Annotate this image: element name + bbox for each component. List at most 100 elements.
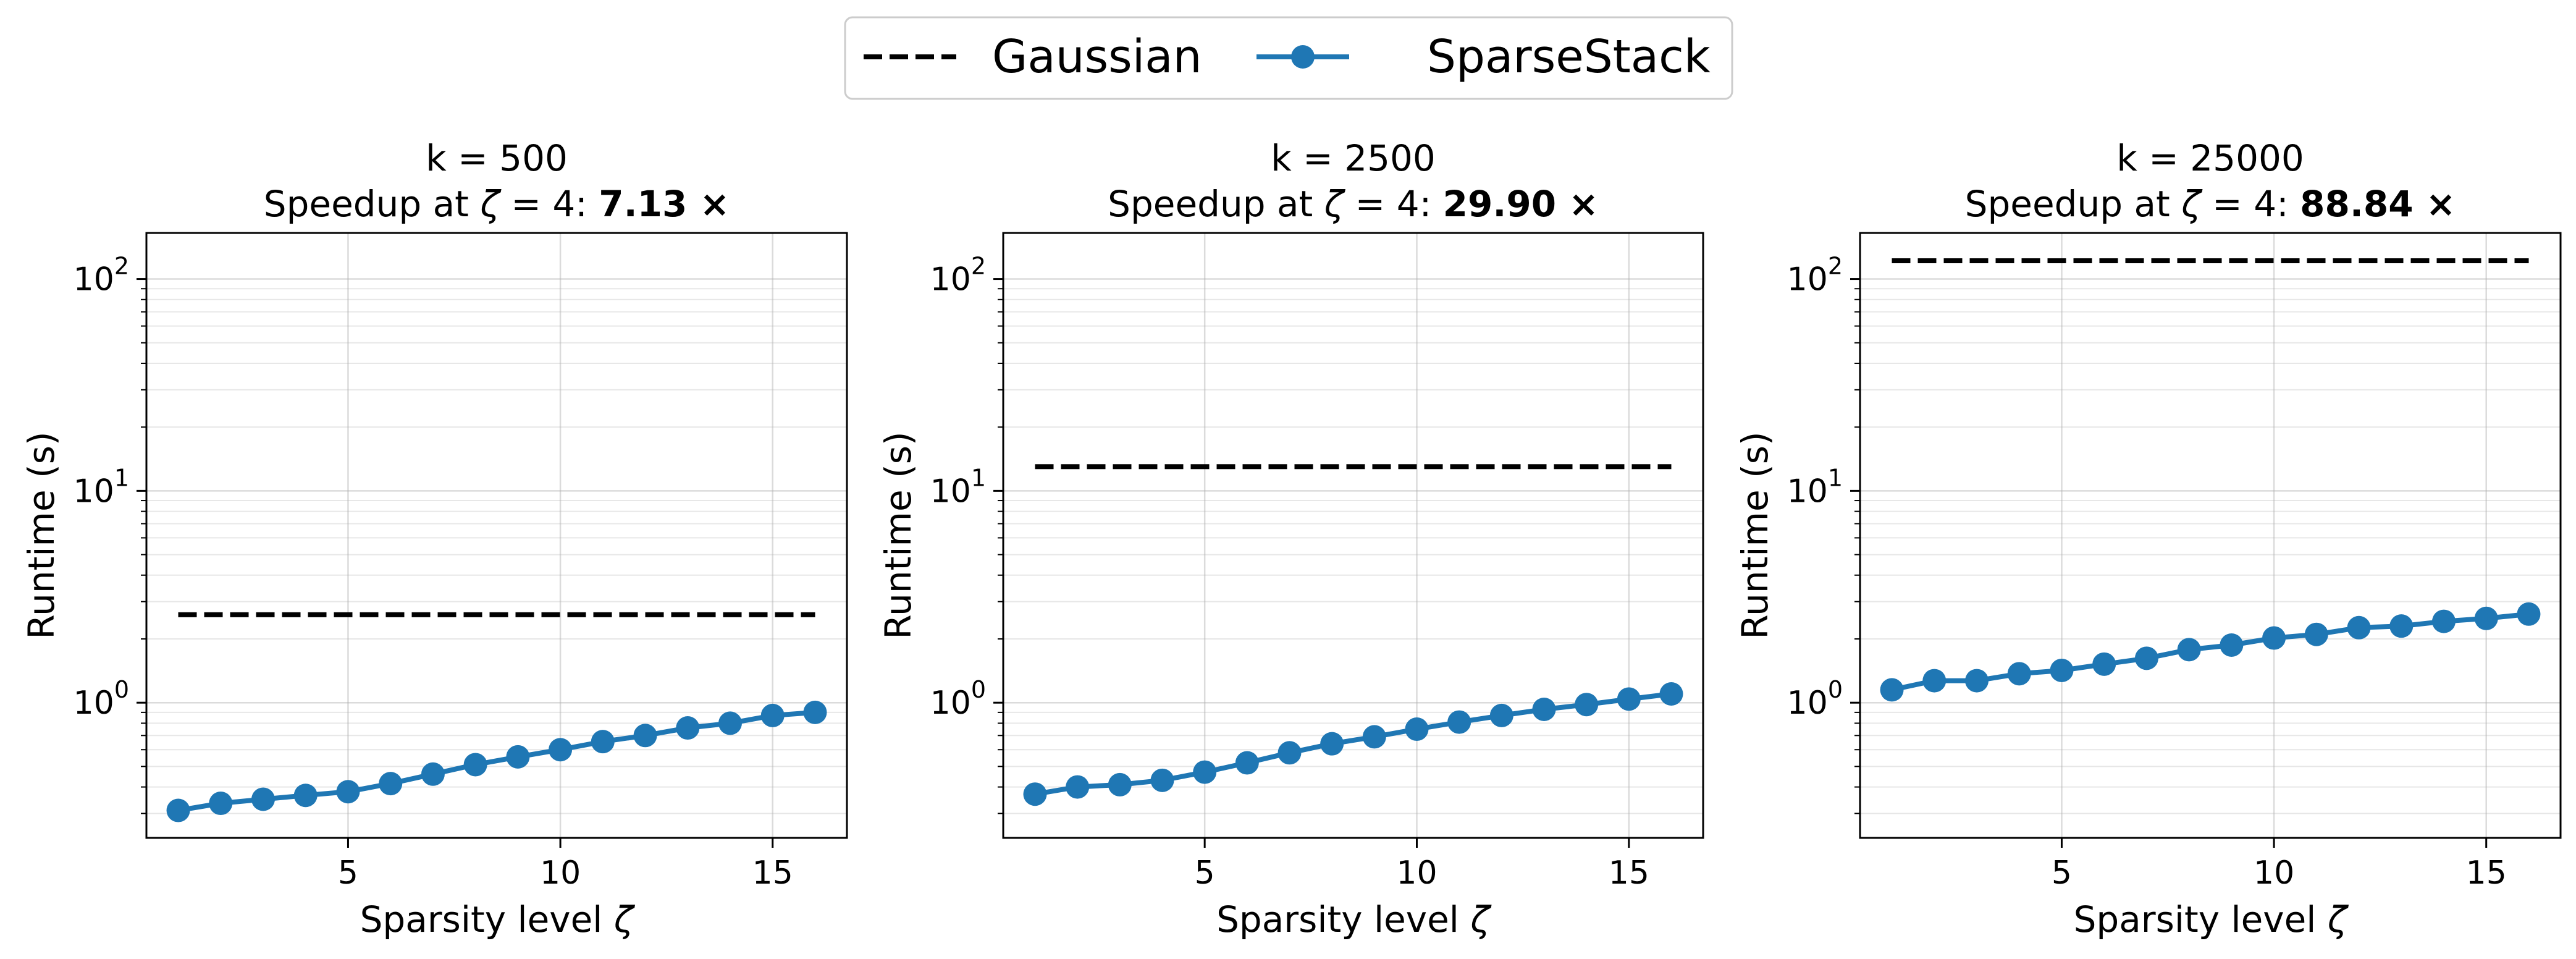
series-sparsestack-point	[1880, 678, 1904, 702]
y-tick-label: 102	[1787, 253, 1843, 298]
x-axis-label-symbol: ζ	[613, 898, 636, 940]
title-zeta: ζ	[479, 183, 502, 225]
series-sparsestack-point	[2347, 615, 2371, 640]
x-axis-label-symbol: ζ	[2327, 898, 2349, 940]
series-sparsestack-point	[1362, 725, 1386, 749]
series-sparsestack-point	[633, 724, 657, 748]
x-tick-label: 5	[1195, 855, 1215, 892]
series-sparsestack-point	[336, 780, 360, 804]
chart-title-line1: k = 2500	[1271, 137, 1436, 179]
y-tick-exponent: 2	[114, 253, 129, 280]
x-axis-label: Sparsity level ζ	[1216, 898, 1492, 940]
title-times: ×	[1556, 183, 1599, 225]
title-times: ×	[2414, 183, 2456, 225]
y-tick-base: 10	[74, 261, 114, 298]
x-tick-label: 15	[1609, 855, 1649, 892]
series-sparsestack-point	[1965, 669, 1989, 693]
y-tick-exponent: 2	[971, 253, 986, 280]
x-tick-label: 10	[540, 855, 581, 892]
x-tick-label: 10	[1396, 855, 1437, 892]
title-speedup-value: 88.84	[2300, 183, 2413, 225]
plot-frame	[145, 232, 848, 839]
title-eq: = 4:	[500, 183, 599, 225]
title-prefix: Speedup at	[264, 183, 481, 225]
y-tick-label: 100	[930, 676, 986, 722]
y-tick-base: 10	[1787, 261, 1828, 298]
legend-sparsestack-marker	[1291, 45, 1315, 69]
series-sparsestack-point	[1575, 693, 1599, 717]
title-speedup-value: 7.13	[599, 183, 687, 225]
series-sparsestack-point	[1235, 751, 1259, 775]
series-sparsestack-point	[2007, 662, 2031, 686]
y-tick-exponent: 1	[1828, 464, 1843, 491]
title-times: ×	[687, 183, 730, 225]
y-tick-label: 102	[74, 253, 129, 298]
series-sparsestack-point	[1277, 741, 1302, 765]
series-sparsestack-point	[676, 716, 700, 740]
x-axis-label-symbol: ζ	[1470, 898, 1492, 940]
series-sparsestack-point	[1532, 697, 1556, 721]
y-tick-base: 10	[74, 473, 114, 510]
y-axis-label: Runtime (s)	[1734, 431, 1776, 639]
series-sparsestack-point	[718, 711, 742, 735]
series-sparsestack-point	[549, 738, 573, 762]
series-sparsestack-point	[591, 730, 615, 754]
chart-title-line2: Speedup at ζ = 4: 88.84 ×	[1965, 183, 2456, 225]
series-sparsestack-point	[1108, 772, 1132, 796]
series-sparsestack-point	[209, 792, 233, 816]
y-tick-exponent: 0	[971, 676, 986, 703]
plot-frame	[1002, 232, 1704, 839]
series-sparsestack-point	[1617, 687, 1641, 711]
y-tick-exponent: 1	[971, 464, 986, 491]
series-sparsestack-point	[293, 784, 318, 808]
series-sparsestack-point	[506, 745, 530, 769]
series-sparsestack-point	[2517, 602, 2541, 626]
legend-gaussian-label: Gaussian	[992, 30, 1202, 83]
x-tick-label: 10	[2254, 855, 2294, 892]
title-eq: = 4:	[1344, 183, 1442, 225]
series-sparsestack-point	[2092, 652, 2116, 676]
y-axis-label: Runtime (s)	[20, 431, 62, 639]
chart-title-line2: Speedup at ζ = 4: 29.90 ×	[1108, 183, 1599, 225]
series-sparsestack-line	[1891, 611, 2529, 693]
y-tick-base: 10	[74, 685, 114, 722]
chart-title-line2: Speedup at ζ = 4: 7.13 ×	[264, 183, 730, 225]
y-tick-label: 100	[74, 676, 129, 722]
series-sparsestack-point	[2177, 638, 2201, 662]
series-sparsestack-point	[463, 753, 487, 777]
y-axis-label: Runtime (s)	[877, 431, 919, 639]
title-eq: = 4:	[2201, 183, 2300, 225]
title-prefix: Speedup at	[1108, 183, 1324, 225]
series-sparsestack-point	[1150, 768, 1174, 792]
series-sparsestack-point	[2304, 622, 2328, 646]
series-sparsestack-point	[166, 798, 190, 822]
legend: Gaussian SparseStack	[844, 16, 1733, 100]
series-sparsestack-point	[2262, 626, 2286, 650]
x-axis-label-text: Sparsity level	[360, 898, 614, 940]
x-axis-label: Sparsity level ζ	[2074, 898, 2349, 940]
y-tick-exponent: 2	[1828, 253, 1843, 280]
y-tick-exponent: 0	[114, 676, 129, 703]
y-tick-label: 101	[74, 464, 129, 510]
title-prefix: Speedup at	[1965, 183, 2182, 225]
series-sparsestack-point	[2134, 646, 2158, 670]
x-tick-label: 15	[752, 855, 793, 892]
plot-frame	[1859, 232, 2562, 839]
y-tick-base: 10	[930, 685, 971, 722]
y-tick-base: 10	[1787, 473, 1828, 510]
x-tick-label: 5	[338, 855, 358, 892]
series-sparsestack-point	[251, 787, 275, 811]
y-tick-label: 100	[1787, 676, 1843, 722]
series-sparsestack-line	[1034, 691, 1672, 797]
legend-sparsestack-label: SparseStack	[1427, 30, 1711, 83]
series-sparsestack-point	[1659, 682, 1683, 706]
series-sparsestack-point	[760, 703, 785, 727]
series-sparsestack-point	[379, 772, 403, 796]
title-zeta: ζ	[2181, 183, 2203, 225]
x-tick-label: 5	[2052, 855, 2072, 892]
y-tick-label: 101	[1787, 464, 1843, 510]
